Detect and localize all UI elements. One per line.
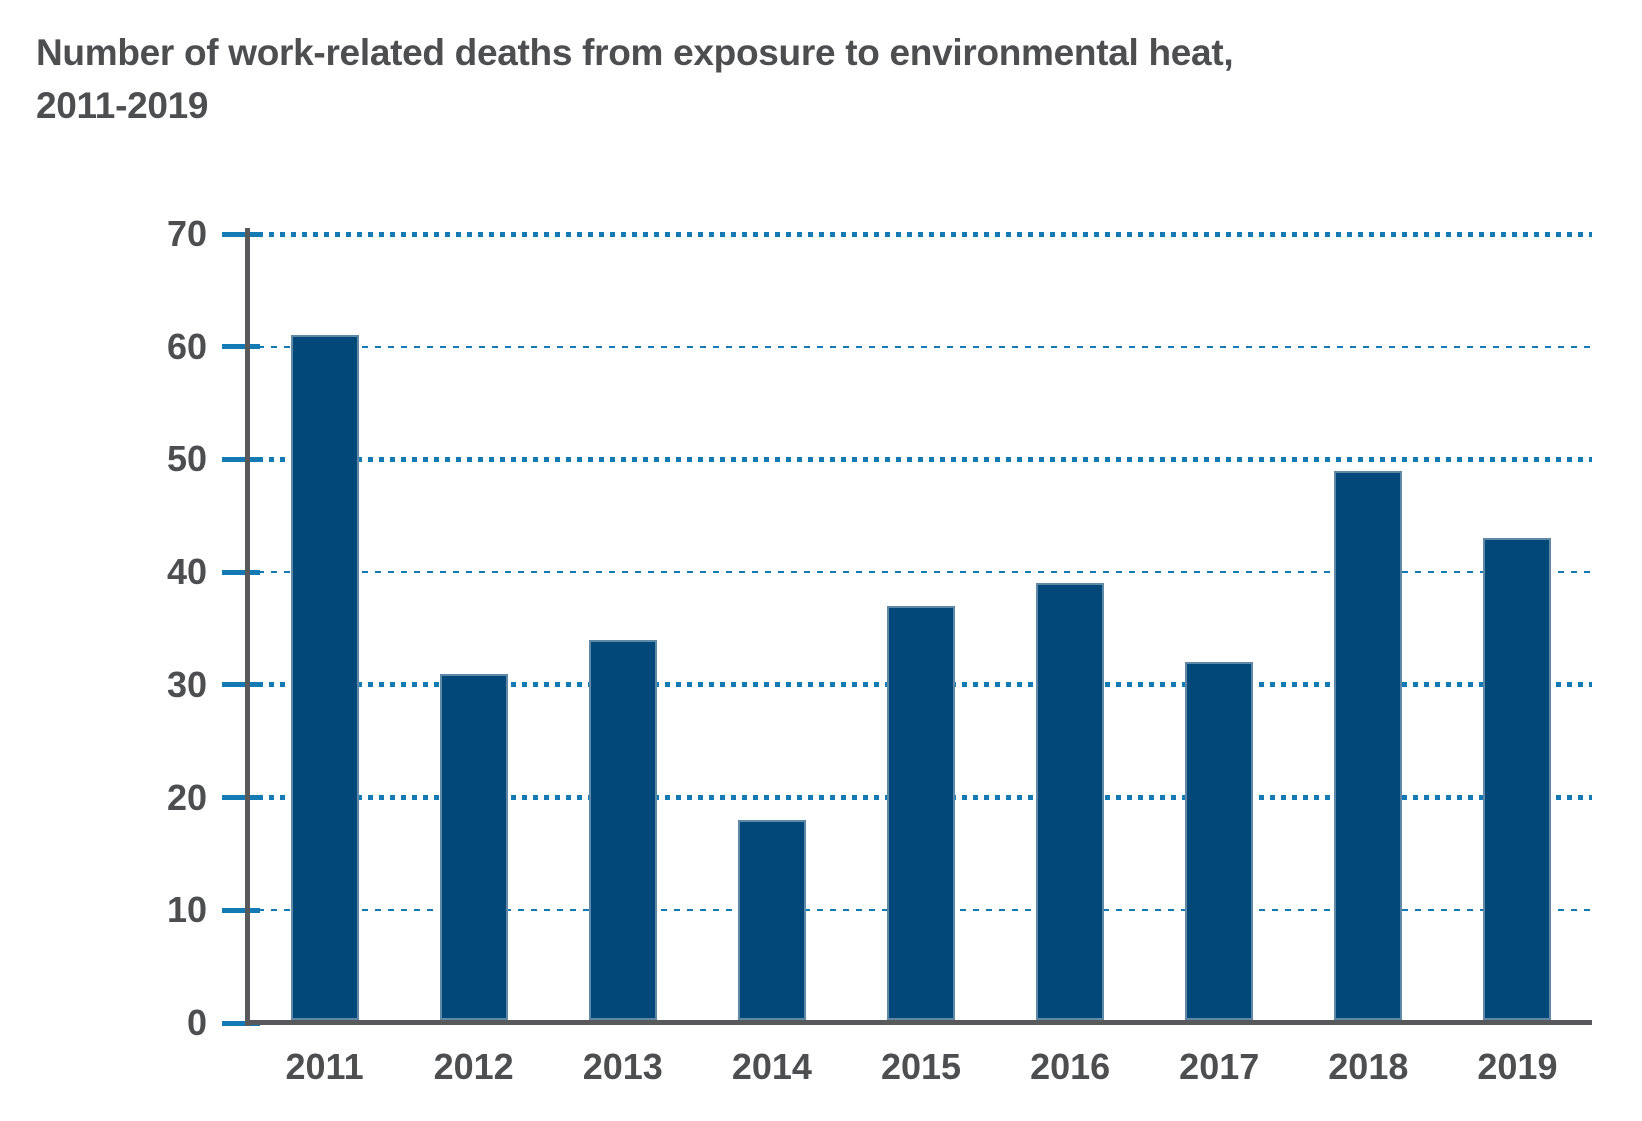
y-axis-label-50: 50 bbox=[166, 438, 207, 480]
y-tick-mark-20 bbox=[222, 795, 260, 801]
y-axis-line bbox=[245, 228, 250, 1026]
x-axis-label-2019: 2019 bbox=[1477, 1046, 1558, 1087]
x-axis-label-2011: 2011 bbox=[285, 1046, 364, 1087]
bar-2018 bbox=[1334, 470, 1403, 1021]
gridline-50 bbox=[258, 456, 1592, 462]
gridline-40 bbox=[258, 571, 1592, 574]
x-axis-label-2014: 2014 bbox=[731, 1046, 812, 1087]
chart-title: Number of work-related deaths from expos… bbox=[36, 26, 1234, 132]
y-tick-mark-70 bbox=[222, 231, 260, 237]
bar-2019 bbox=[1483, 538, 1552, 1021]
x-axis-label-2018: 2018 bbox=[1328, 1046, 1409, 1087]
gridline-70 bbox=[258, 231, 1592, 237]
y-tick-mark-10 bbox=[222, 907, 260, 913]
bar-2012 bbox=[439, 673, 508, 1021]
y-tick-mark-40 bbox=[222, 569, 260, 575]
bar-2016 bbox=[1036, 583, 1105, 1021]
bar-2013 bbox=[588, 639, 657, 1021]
y-tick-mark-0 bbox=[222, 1020, 260, 1026]
y-axis-label-10: 10 bbox=[166, 889, 207, 931]
bar-2017 bbox=[1185, 662, 1254, 1021]
y-axis-label-20: 20 bbox=[166, 776, 207, 818]
x-axis-label-2017: 2017 bbox=[1179, 1046, 1260, 1087]
y-axis-label-70: 70 bbox=[166, 213, 207, 255]
chart-title-line2: 2011-2019 bbox=[36, 85, 209, 126]
y-axis-label-40: 40 bbox=[166, 551, 207, 593]
x-axis-label-2015: 2015 bbox=[880, 1046, 962, 1087]
chart-title-line1: Number of work-related deaths from expos… bbox=[36, 32, 1234, 73]
y-axis-label-0: 0 bbox=[186, 1002, 207, 1043]
y-axis-label-60: 60 bbox=[166, 325, 207, 367]
x-axis-label-2013: 2013 bbox=[582, 1046, 663, 1087]
y-tick-mark-60 bbox=[222, 344, 260, 350]
bar-2015 bbox=[887, 605, 955, 1021]
bar-2011 bbox=[290, 335, 359, 1021]
x-axis-line bbox=[250, 1020, 1592, 1025]
y-axis-label-30: 30 bbox=[166, 663, 207, 705]
gridline-60 bbox=[258, 345, 1592, 348]
x-axis-label-2012: 2012 bbox=[433, 1046, 514, 1087]
x-axis-label-2016: 2016 bbox=[1030, 1046, 1111, 1087]
y-tick-mark-50 bbox=[222, 456, 260, 462]
bar-2014 bbox=[737, 820, 806, 1021]
y-tick-mark-30 bbox=[222, 682, 260, 688]
